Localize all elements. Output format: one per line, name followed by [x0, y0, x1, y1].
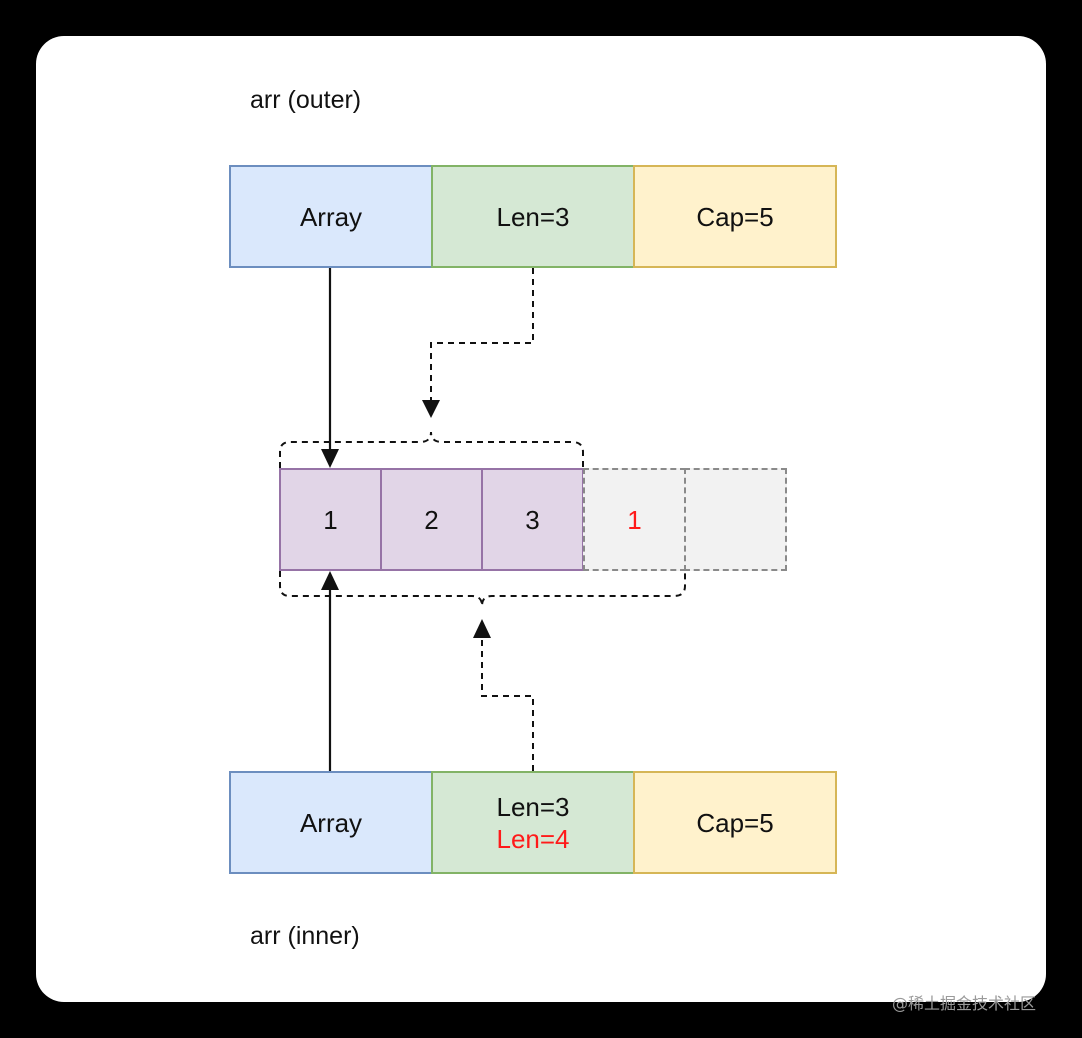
outer-len-arrowhead: [422, 400, 440, 418]
inner-len-brace: [279, 571, 686, 607]
inner-len-dashed-connector: [481, 636, 534, 771]
inner-array-field: Array: [229, 771, 433, 874]
outer-len-field: Len=3: [431, 165, 635, 268]
array-element-3-value: 3: [525, 504, 540, 535]
array-element-1-value: 1: [323, 504, 338, 535]
inner-slice-label: arr (inner): [250, 922, 360, 950]
outer-cap-text: Cap=5: [696, 201, 774, 232]
array-element-2-value: 2: [424, 504, 439, 535]
inner-len-old-text: Len=3: [496, 791, 570, 822]
outer-slice-label: arr (outer): [250, 86, 362, 114]
inner-array-text: Array: [299, 807, 363, 838]
outer-len-brace: [279, 431, 584, 468]
inner-len-new-text: Len=4: [496, 823, 570, 854]
inner-cap-field: Cap=5: [633, 771, 837, 874]
array-element-4-value: 1: [627, 504, 642, 535]
watermark-text: @稀土掘金技术社区: [892, 994, 1037, 1013]
inner-cap-text: Cap=5: [696, 807, 774, 838]
inner-array-pointer-arrowhead: [321, 571, 339, 590]
outer-len-text: Len=3: [496, 201, 570, 232]
outer-array-pointer-arrowhead: [321, 449, 339, 468]
array-element-3: 3: [481, 468, 584, 571]
outer-len-dashed-connector: [430, 268, 534, 402]
outer-array-field: Array: [229, 165, 433, 268]
array-element-2: 2: [380, 468, 483, 571]
array-element-1: 1: [279, 468, 382, 571]
outer-cap-field: Cap=5: [633, 165, 837, 268]
inner-len-arrowhead: [473, 619, 491, 638]
array-element-5: [684, 468, 787, 571]
inner-len-field: Len=3 Len=4: [431, 771, 635, 874]
outer-array-text: Array: [299, 201, 363, 232]
